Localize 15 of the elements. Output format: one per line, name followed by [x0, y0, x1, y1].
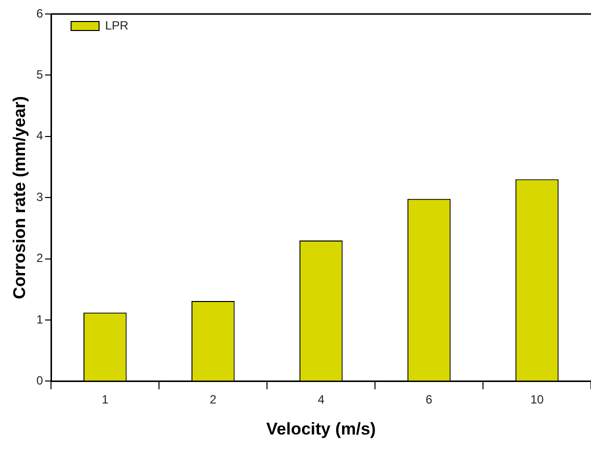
x-tick-label: 10 — [530, 392, 544, 407]
x-tick-label: 2 — [210, 392, 217, 407]
x-tick-label: 6 — [426, 392, 433, 407]
y-tick-label: 2 — [36, 251, 44, 266]
x-axis-title: Velocity (m/s) — [266, 419, 376, 438]
x-tick-label: 1 — [102, 392, 109, 407]
y-axis-title: Corrosion rate (mm/year) — [10, 96, 29, 300]
y-tick-label: 4 — [36, 128, 44, 143]
y-tick-label: 0 — [36, 374, 44, 388]
y-tick-label: 1 — [36, 312, 44, 326]
x-tick-label: 4 — [318, 392, 325, 407]
y-tick-label: 3 — [36, 190, 44, 204]
legend-label: LPR — [105, 18, 129, 32]
y-tick-label: 6 — [36, 6, 44, 20]
y-tick-label: 5 — [36, 68, 44, 82]
